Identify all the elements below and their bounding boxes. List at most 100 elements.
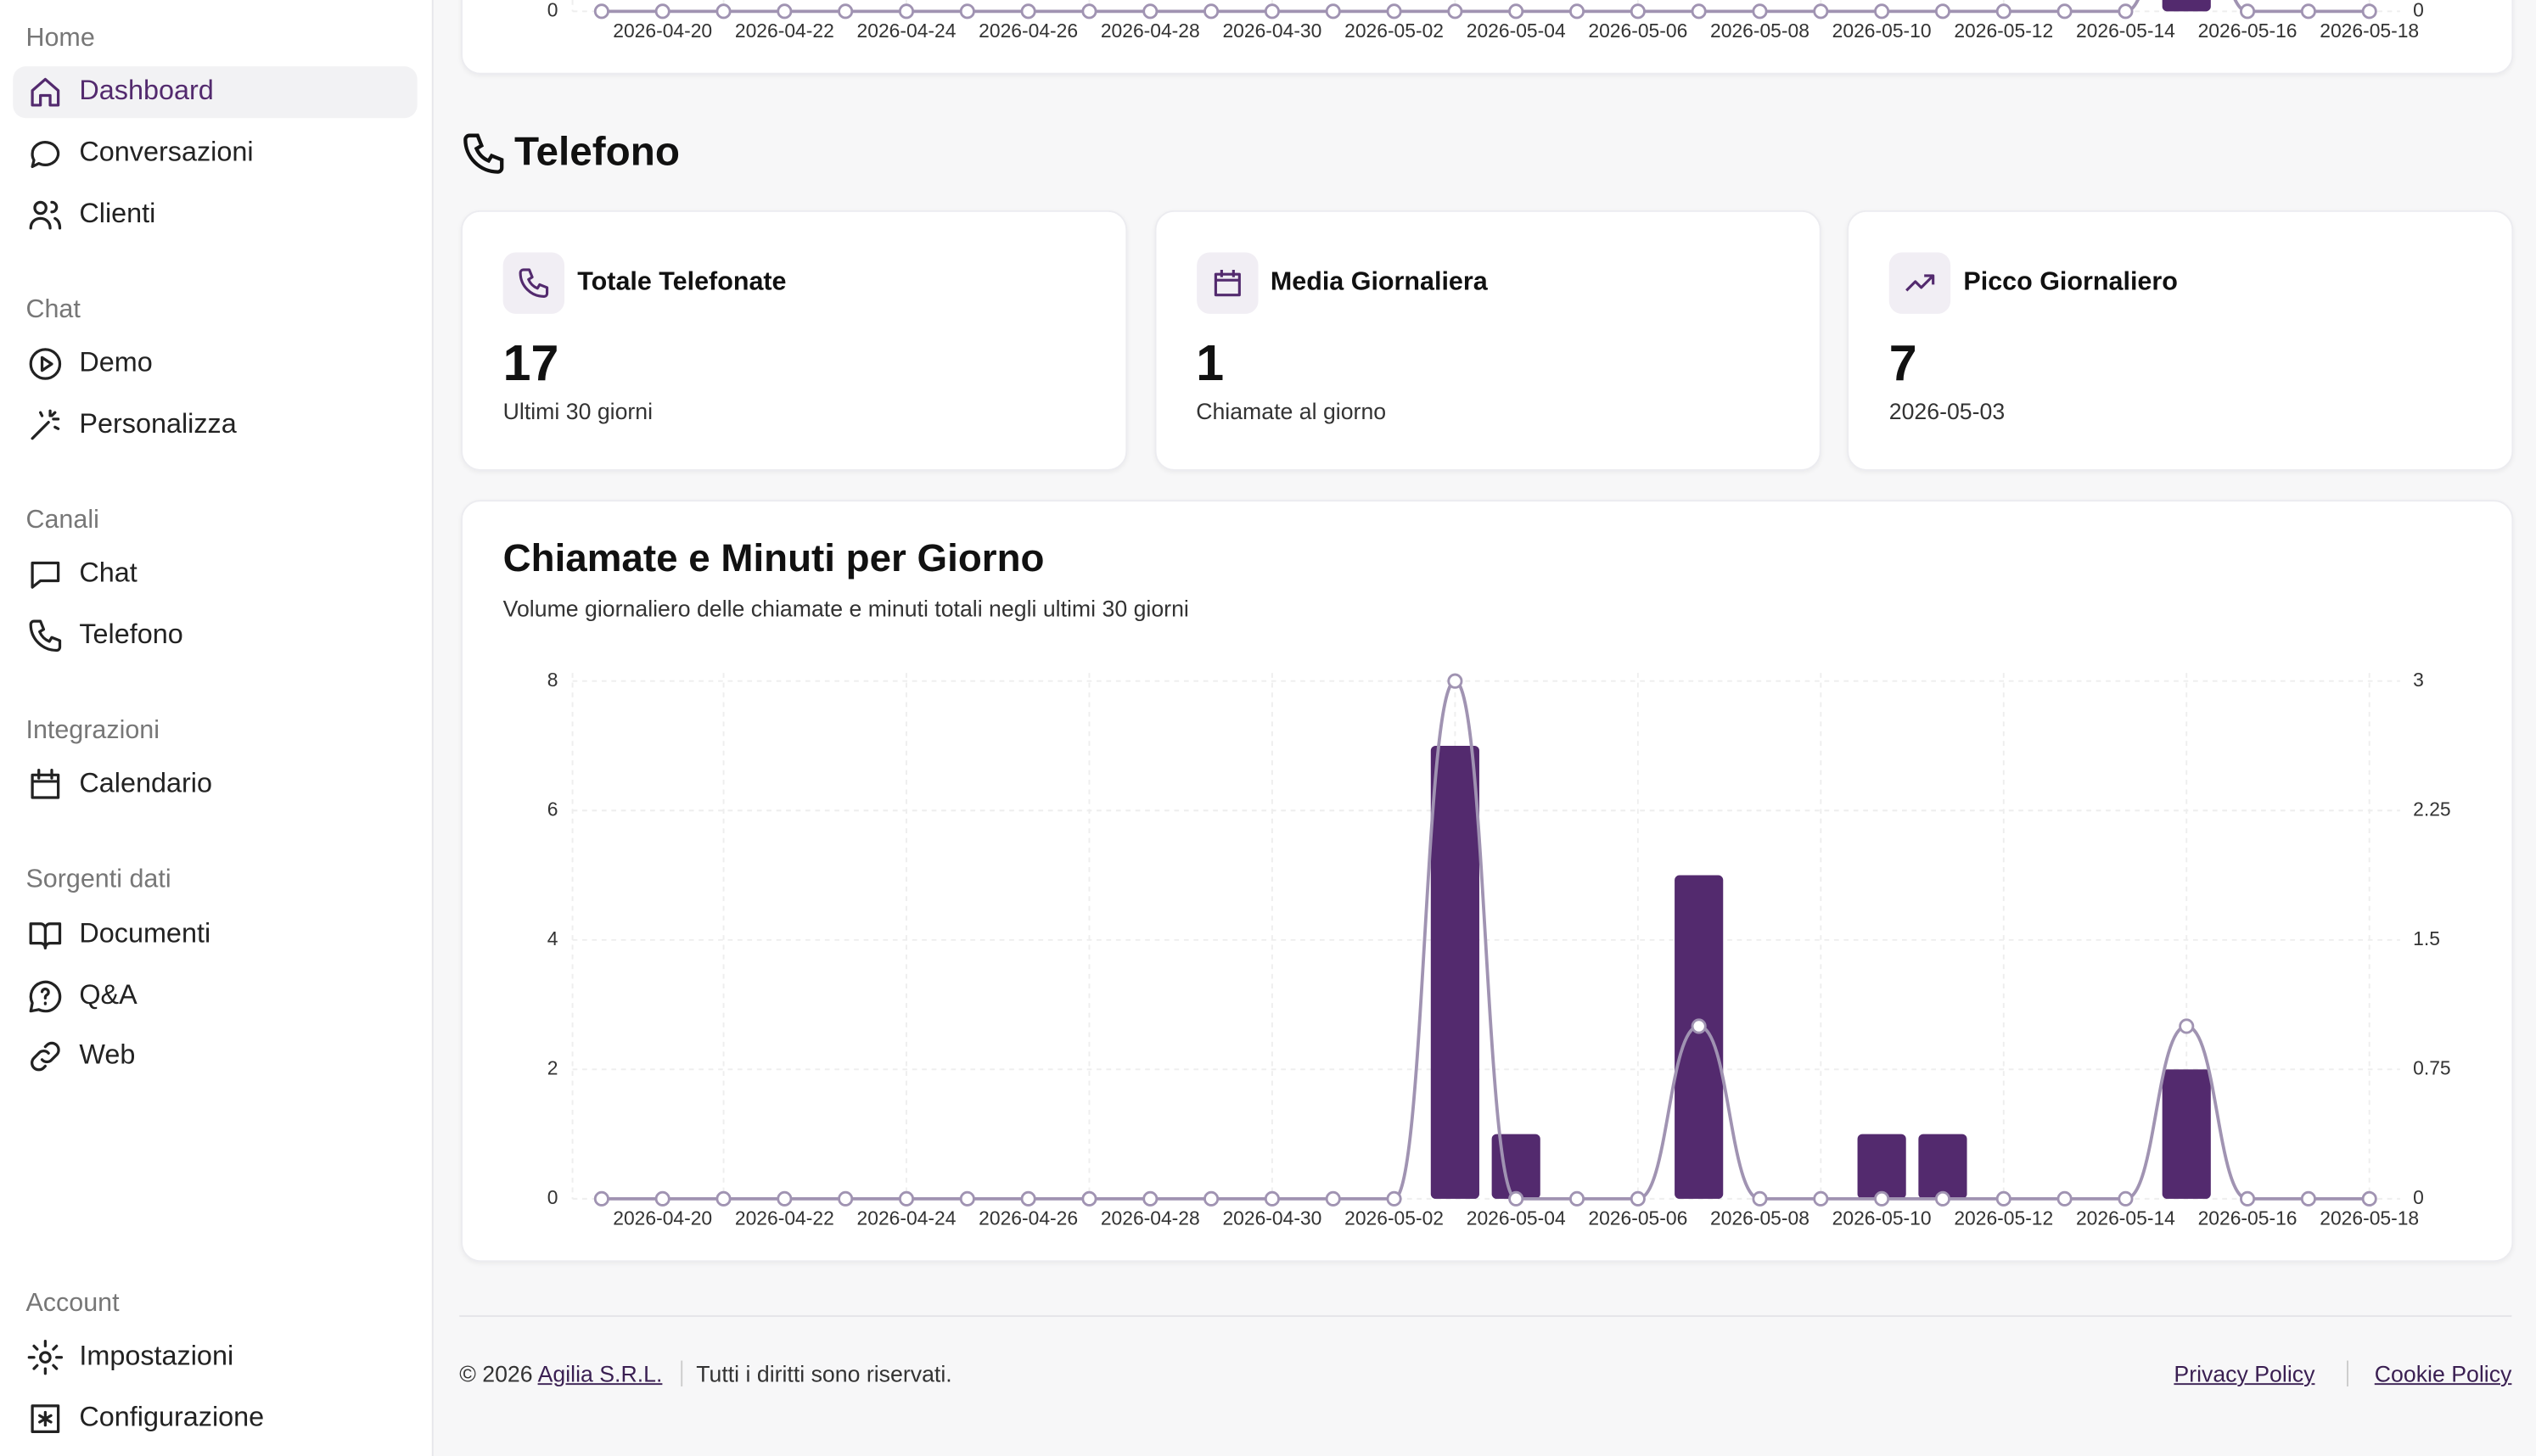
nav-item[interactable]: Web <box>79 1039 135 1070</box>
nav-item[interactable]: Q&A <box>79 979 137 1010</box>
line-point <box>1386 1190 1402 1207</box>
privacy-link[interactable]: Privacy Policy <box>2174 1360 2315 1387</box>
nav-item[interactable]: Chat <box>79 557 137 587</box>
cookie-link[interactable]: Cookie Policy <box>2374 1360 2512 1387</box>
footer-left: © 2026 Agilia S.R.L. Tutti i diritti son… <box>459 1360 952 1387</box>
nav-heading: Integrazioni <box>25 715 160 744</box>
company-link[interactable]: Agilia S.R.L. <box>537 1360 663 1387</box>
line-point <box>1203 1190 1220 1207</box>
x-tick-label: 2026-05-18 <box>2320 1207 2419 1229</box>
line-point <box>1081 1190 1097 1207</box>
y2-tick-label: 3 <box>2413 669 2424 691</box>
x-tick-label: 2026-04-28 <box>1101 20 1200 42</box>
chart-subtitle: Volume giornaliero delle chiamate e minu… <box>502 595 1189 622</box>
line-point <box>1447 673 1463 689</box>
bar <box>1675 875 1724 1199</box>
nav-icon <box>29 200 62 230</box>
nav-item[interactable]: Calendario <box>79 767 212 798</box>
line-point <box>1264 3 1280 20</box>
stat-icon-path <box>1213 269 1240 297</box>
line-point <box>1325 1190 1341 1207</box>
line-point <box>1874 1190 1890 1207</box>
x-tick-label: 2026-05-04 <box>1467 1207 1566 1229</box>
x-tick-label: 2026-05-16 <box>2198 20 2298 42</box>
line-point <box>2240 3 2256 20</box>
line-point <box>1264 1190 1280 1207</box>
line-point <box>1995 3 2011 20</box>
stat-caption: Ultimi 30 giorni <box>502 398 654 424</box>
nav-icon <box>31 561 60 589</box>
line-point <box>1874 3 1890 20</box>
x-tick-label: 2026-05-06 <box>1588 20 1687 42</box>
nav-icon <box>29 619 62 652</box>
line-point <box>959 1190 975 1207</box>
y-tick-label: 8 <box>547 669 558 691</box>
line-point <box>2300 3 2316 20</box>
copyright: © 2026 <box>459 1360 533 1387</box>
nav-icon <box>29 922 62 949</box>
stat-icon-path <box>519 268 549 298</box>
nav-item[interactable]: Demo <box>79 347 152 378</box>
y-tick-label: 4 <box>547 927 558 949</box>
nav-icon <box>31 77 60 107</box>
line-point <box>1203 3 1220 20</box>
line-point <box>777 3 793 20</box>
stat-value: 17 <box>502 334 559 392</box>
line-point <box>654 1190 670 1207</box>
nav-icon <box>31 409 60 440</box>
stat-card: Media Giornaliera 1 Chiamate al giorno <box>1153 210 1821 471</box>
y-tick-label: 0 <box>547 1186 558 1208</box>
line-point <box>1691 3 1707 20</box>
x-tick-label: 2026-04-26 <box>979 20 1078 42</box>
nav-item[interactable]: Configurazione <box>79 1402 264 1432</box>
line-point <box>2056 1190 2073 1207</box>
line-point <box>2240 1190 2256 1207</box>
x-tick-label: 2026-04-24 <box>857 1207 957 1229</box>
line-point <box>715 3 732 20</box>
y2-tick-label: 0 <box>2413 1186 2424 1208</box>
y-tick-label: 6 <box>547 798 558 820</box>
nav-item[interactable]: Impostazioni <box>79 1340 233 1370</box>
line-point <box>838 1190 854 1207</box>
sidebar: Home Dashboard Conversazioni Clienti Chat Dem… <box>0 0 434 1456</box>
stat-caption: Chiamate al giorno <box>1196 398 1387 424</box>
rights: Tutti i diritti sono riservati. <box>682 1360 952 1387</box>
y2-tick-label: 0 <box>2413 0 2424 20</box>
x-tick-label: 2026-04-30 <box>1222 20 1321 42</box>
line-point <box>898 3 915 20</box>
nav-item[interactable]: Telefono <box>79 619 182 649</box>
nav-item[interactable]: Clienti <box>79 198 155 228</box>
y2-tick-label: 0.75 <box>2413 1056 2450 1078</box>
nav-item[interactable]: Conversazioni <box>79 137 253 167</box>
line-point <box>2118 3 2134 20</box>
nav-heading: Home <box>25 23 94 52</box>
x-tick-label: 2026-05-06 <box>1588 1207 1687 1229</box>
line-point <box>1020 1190 1036 1207</box>
x-tick-label: 2026-04-26 <box>979 1207 1078 1229</box>
stat-icon <box>519 268 549 298</box>
x-tick-label: 2026-05-02 <box>1344 20 1444 42</box>
line <box>601 0 2370 14</box>
line-point <box>1752 1190 1768 1207</box>
line-point <box>593 1190 609 1207</box>
line-point <box>1934 1190 1951 1207</box>
x-tick-label: 2026-05-08 <box>1710 1207 1809 1229</box>
bar <box>1857 1134 1906 1199</box>
nav-icon <box>31 768 60 799</box>
line-point <box>1813 1190 1829 1207</box>
nav-icon <box>31 1404 60 1434</box>
nav-item[interactable]: Dashboard <box>79 75 213 105</box>
line-point <box>593 3 609 20</box>
line-point <box>2361 1190 2377 1207</box>
stat-card: Picco Giornaliero 7 2026-05-03 <box>1847 210 2514 471</box>
stat-label: Picco Giornaliero <box>1963 268 2178 296</box>
nav-icon <box>31 1041 60 1072</box>
nav-heading: Canali <box>25 505 98 534</box>
nav-item[interactable]: Documenti <box>79 918 210 949</box>
chart-title: Chiamate e Minuti per Giorno <box>502 537 1045 581</box>
nav-item[interactable]: Personalizza <box>79 408 237 439</box>
line-point <box>1630 3 1646 20</box>
line-point <box>1020 3 1036 20</box>
